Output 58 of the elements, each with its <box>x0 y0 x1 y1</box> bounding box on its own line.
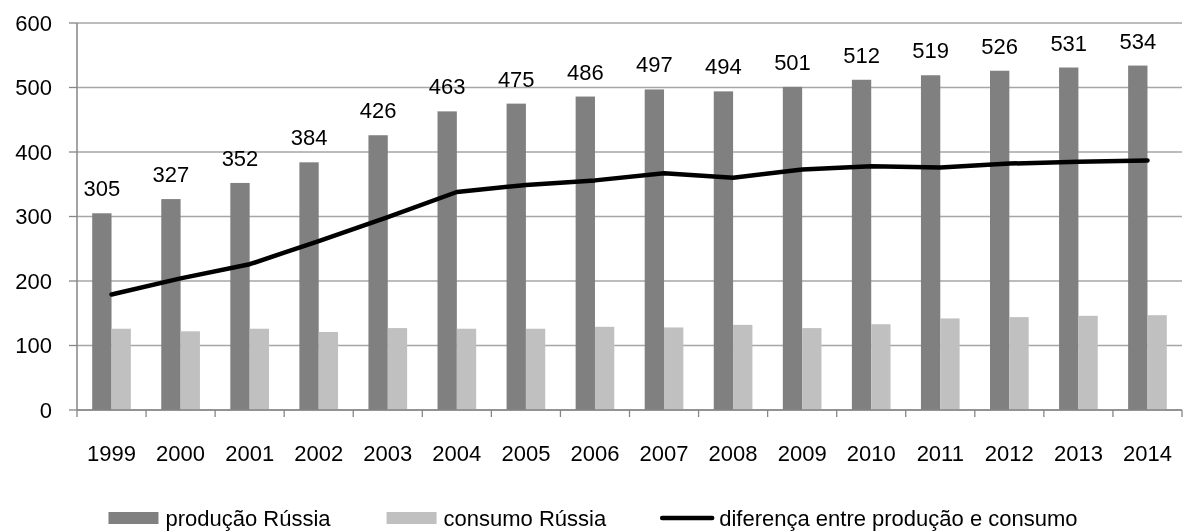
bar <box>594 326 615 410</box>
legend-label: produção Rússia <box>165 505 332 531</box>
bar <box>318 331 339 410</box>
bar <box>940 318 960 410</box>
bar <box>802 328 822 410</box>
x-tick-label: 2013 <box>1053 441 1103 466</box>
data-label: 426 <box>359 98 397 124</box>
bar <box>180 331 200 410</box>
bar <box>664 327 684 410</box>
y-tick-label: 300 <box>15 204 52 230</box>
x-tick-label: 2002 <box>294 441 344 466</box>
data-label: 497 <box>636 52 673 78</box>
x-tick-label: 1999 <box>87 441 137 466</box>
data-label: 494 <box>705 54 742 80</box>
x-tick-label: 2012 <box>984 441 1034 466</box>
bar <box>1009 317 1029 410</box>
x-tick-label: 2014 <box>1122 441 1172 466</box>
data-label: 384 <box>290 125 328 151</box>
data-label: 475 <box>497 66 535 92</box>
x-tick-label: 2006 <box>570 441 620 466</box>
x-tick-label: 2011 <box>916 441 964 466</box>
y-tick-label: 500 <box>15 75 52 101</box>
data-label: 512 <box>843 42 880 68</box>
bar <box>871 324 891 410</box>
bar <box>525 328 546 410</box>
x-tick-label: 2001 <box>225 441 275 466</box>
bar <box>733 324 753 410</box>
bar <box>456 328 477 410</box>
legend-label: consumo Rússia <box>443 505 607 531</box>
x-tick-label: 2005 <box>501 441 551 466</box>
y-tick-label: 400 <box>15 139 52 165</box>
data-label: 531 <box>1050 30 1088 56</box>
y-tick-label: 200 <box>15 268 52 294</box>
bar <box>249 328 269 410</box>
data-label: 519 <box>912 38 949 64</box>
data-label: 352 <box>221 145 259 171</box>
legend-label: diferença entre produção e consumo <box>719 505 1078 531</box>
data-label: 526 <box>981 33 1019 59</box>
x-tick-label: 2010 <box>846 441 896 466</box>
x-tick-label: 2007 <box>639 441 689 466</box>
data-label: 305 <box>83 176 121 202</box>
bar <box>387 328 408 410</box>
y-tick-label: 100 <box>15 333 52 359</box>
x-tick-label: 2000 <box>156 441 206 466</box>
x-tick-label: 2004 <box>432 441 482 466</box>
data-label: 501 <box>774 49 811 75</box>
y-tick-label: 600 <box>15 10 52 36</box>
data-label: 534 <box>1119 28 1157 54</box>
bar <box>111 328 131 410</box>
y-tick-label: 0 <box>39 397 52 423</box>
data-label: 463 <box>428 74 466 100</box>
data-label: 486 <box>566 59 604 85</box>
bar <box>1147 315 1167 410</box>
x-tick-label: 2009 <box>777 441 827 466</box>
bar <box>1078 315 1098 410</box>
data-label: 327 <box>152 162 190 188</box>
x-tick-label: 2008 <box>708 441 758 466</box>
x-tick-label: 2003 <box>363 441 413 466</box>
